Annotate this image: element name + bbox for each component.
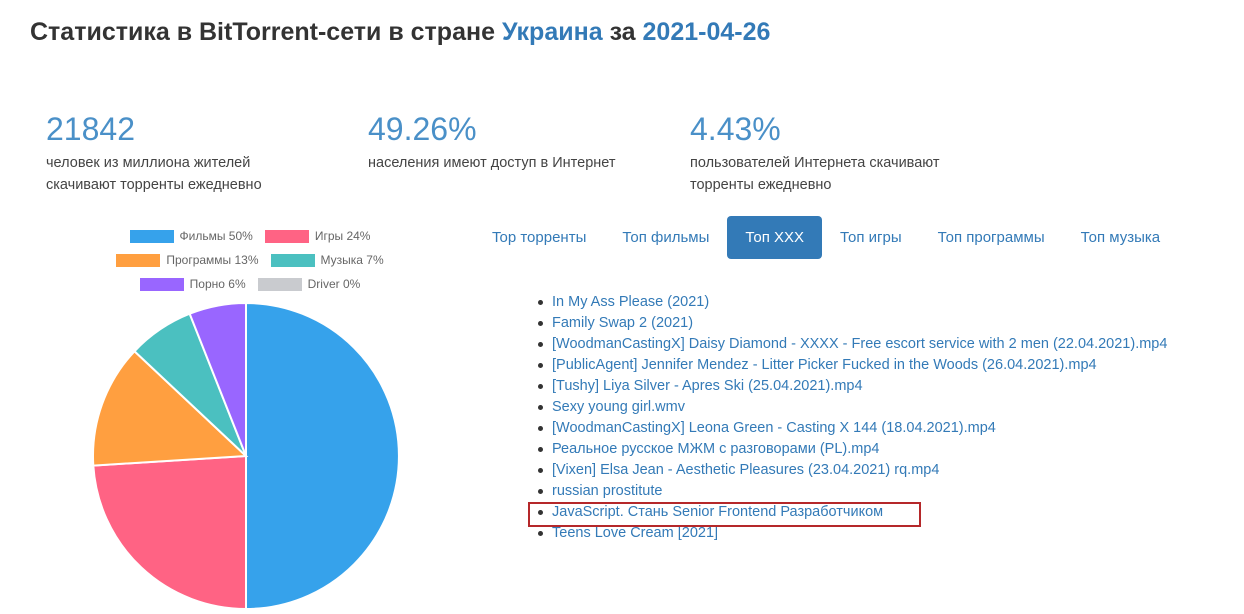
torrent-item[interactable]: Реальное русское МЖМ с разговорами (PL).… [536, 439, 1167, 460]
legend-swatch [129, 229, 174, 243]
torrent-item[interactable]: In My Ass Please (2021) [536, 292, 1167, 313]
torrent-item[interactable]: JavaScript. Стань Senior Frontend Разраб… [536, 502, 1167, 523]
page-title: Статистика в BitTorrent-сети в стране Ук… [30, 18, 770, 47]
torrent-list: In My Ass Please (2021) Family Swap 2 (20… [536, 292, 1167, 544]
legend-swatch [139, 277, 184, 291]
pie-slice-2[interactable] [92, 454, 247, 611]
date-link[interactable]: 2021-04-26 [642, 18, 771, 46]
stat-daily-downloaders: 21842 человек из миллиона жителей скачив… [46, 110, 306, 196]
legend-item[interactable]: Программы 13% [116, 253, 259, 267]
torrent-item[interactable]: [WoodmanCastingX] Daisy Diamond - XXXX -… [536, 334, 1167, 355]
legend-label: Порно 6% [189, 277, 246, 291]
legend-item[interactable]: Музыка 7% [270, 253, 384, 267]
torrent-item[interactable]: Sexy young girl.wmv [536, 397, 1167, 418]
title-middle: за [609, 18, 636, 46]
tab-1[interactable]: Top торренты [492, 229, 587, 246]
stat-description: человек из миллиона жителей скачивают то… [46, 155, 262, 193]
legend-label: Игры 24% [314, 229, 371, 243]
legend-item[interactable]: Игры 24% [264, 229, 371, 243]
legend-swatch [257, 277, 302, 291]
pie-chart [92, 301, 400, 611]
torrent-item[interactable]: Family Swap 2 (2021) [536, 313, 1167, 334]
stat-value: 49.26% [368, 111, 477, 147]
highlight-box [528, 502, 921, 527]
torrent-item[interactable]: [Tushy] Liya Silver - Apres Ski (25.04.2… [536, 376, 1167, 397]
pie-slice-5[interactable] [188, 301, 247, 457]
legend-swatch [270, 253, 315, 267]
stat-description: пользователей Интернета скачивают торрен… [690, 155, 940, 193]
legend-swatch [264, 229, 309, 243]
tab-5[interactable]: Топ программы [937, 229, 1045, 246]
legend-label: Driver 0% [307, 277, 361, 291]
torrent-item[interactable]: [WoodmanCastingX] Leona Green - Casting … [536, 418, 1167, 439]
legend-item[interactable]: Фильмы 50% [129, 229, 253, 243]
stat-internet-users-downloading: 4.43% пользователей Интернета скачивают … [690, 110, 980, 196]
stat-value: 4.43% [690, 111, 781, 147]
country-link[interactable]: Украина [501, 18, 603, 46]
tab-4[interactable]: Топ игры [840, 229, 902, 246]
legend-item[interactable]: Driver 0% [257, 277, 361, 291]
stat-description: населения имеют доступ в Интернет [368, 155, 616, 171]
legend-label: Фильмы 50% [179, 229, 253, 243]
legend-label: Программы 13% [166, 253, 259, 267]
tab-3[interactable]: Топ XXX [727, 216, 823, 259]
stat-internet-access: 49.26% населения имеют доступ в Интернет [368, 110, 658, 174]
stat-value: 21842 [46, 111, 135, 147]
torrent-item[interactable]: [Vixen] Elsa Jean - Aesthetic Pleasures … [536, 460, 1167, 481]
torrent-item[interactable]: [PublicAgent] Jennifer Mendez - Litter P… [536, 355, 1167, 376]
legend-item[interactable]: Порно 6% [139, 277, 246, 291]
legend-label: Музыка 7% [320, 253, 384, 267]
torrent-item[interactable]: Teens Love Cream [2021] [536, 523, 1167, 544]
pie-slice-1[interactable] [245, 301, 400, 611]
torrent-item[interactable]: russian prostitute [536, 481, 1167, 502]
pie-slice-3[interactable] [92, 349, 249, 467]
chart-legend: Фильмы 50% Игры 24% Программы 13% Музыка… [80, 224, 420, 296]
category-tabs: Top торренты Топ фильмы Топ XXX Топ игры Топ… [474, 216, 1178, 259]
title-prefix: Статистика в BitTorrent-сети в стране [30, 18, 495, 46]
tab-2[interactable]: Топ фильмы [622, 229, 710, 246]
tab-6[interactable]: Топ музыка [1080, 229, 1161, 246]
legend-swatch [116, 253, 161, 267]
